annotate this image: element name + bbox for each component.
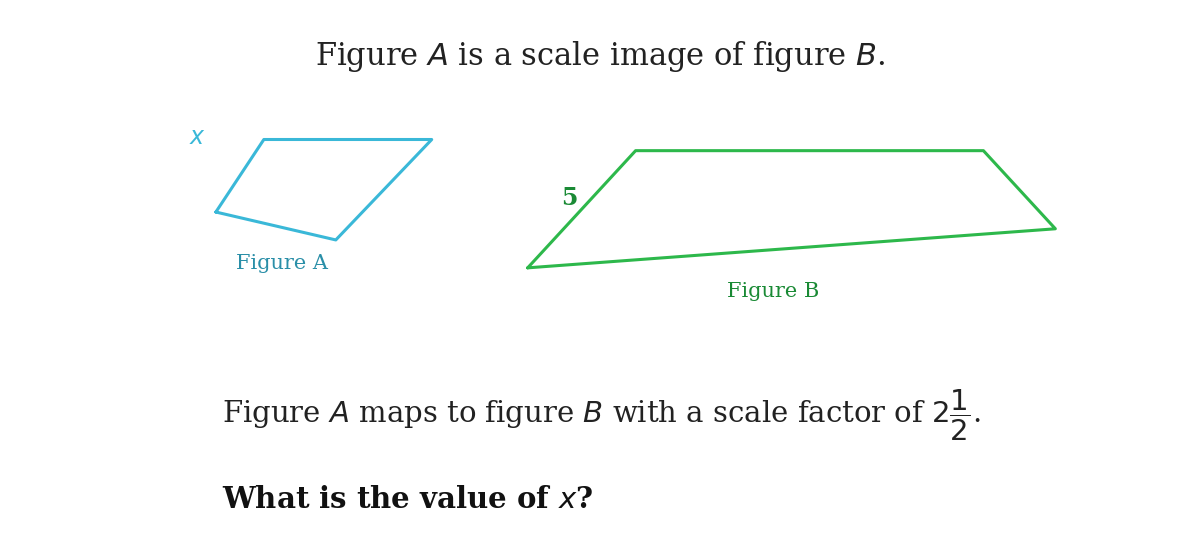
Text: What is the value of $x$?: What is the value of $x$? — [222, 485, 593, 514]
Text: Figure $\mathit{A}$ is a scale image of figure $\mathit{B}$.: Figure $\mathit{A}$ is a scale image of … — [314, 39, 884, 74]
Text: Figure $\mathit{A}$ maps to figure $\mathit{B}$ with a scale factor of $2\dfrac{: Figure $\mathit{A}$ maps to figure $\mat… — [222, 388, 980, 443]
Text: $x$: $x$ — [190, 124, 206, 149]
Text: 5: 5 — [562, 186, 578, 210]
Text: Figure A: Figure A — [236, 254, 328, 273]
Text: Figure B: Figure B — [727, 282, 820, 301]
